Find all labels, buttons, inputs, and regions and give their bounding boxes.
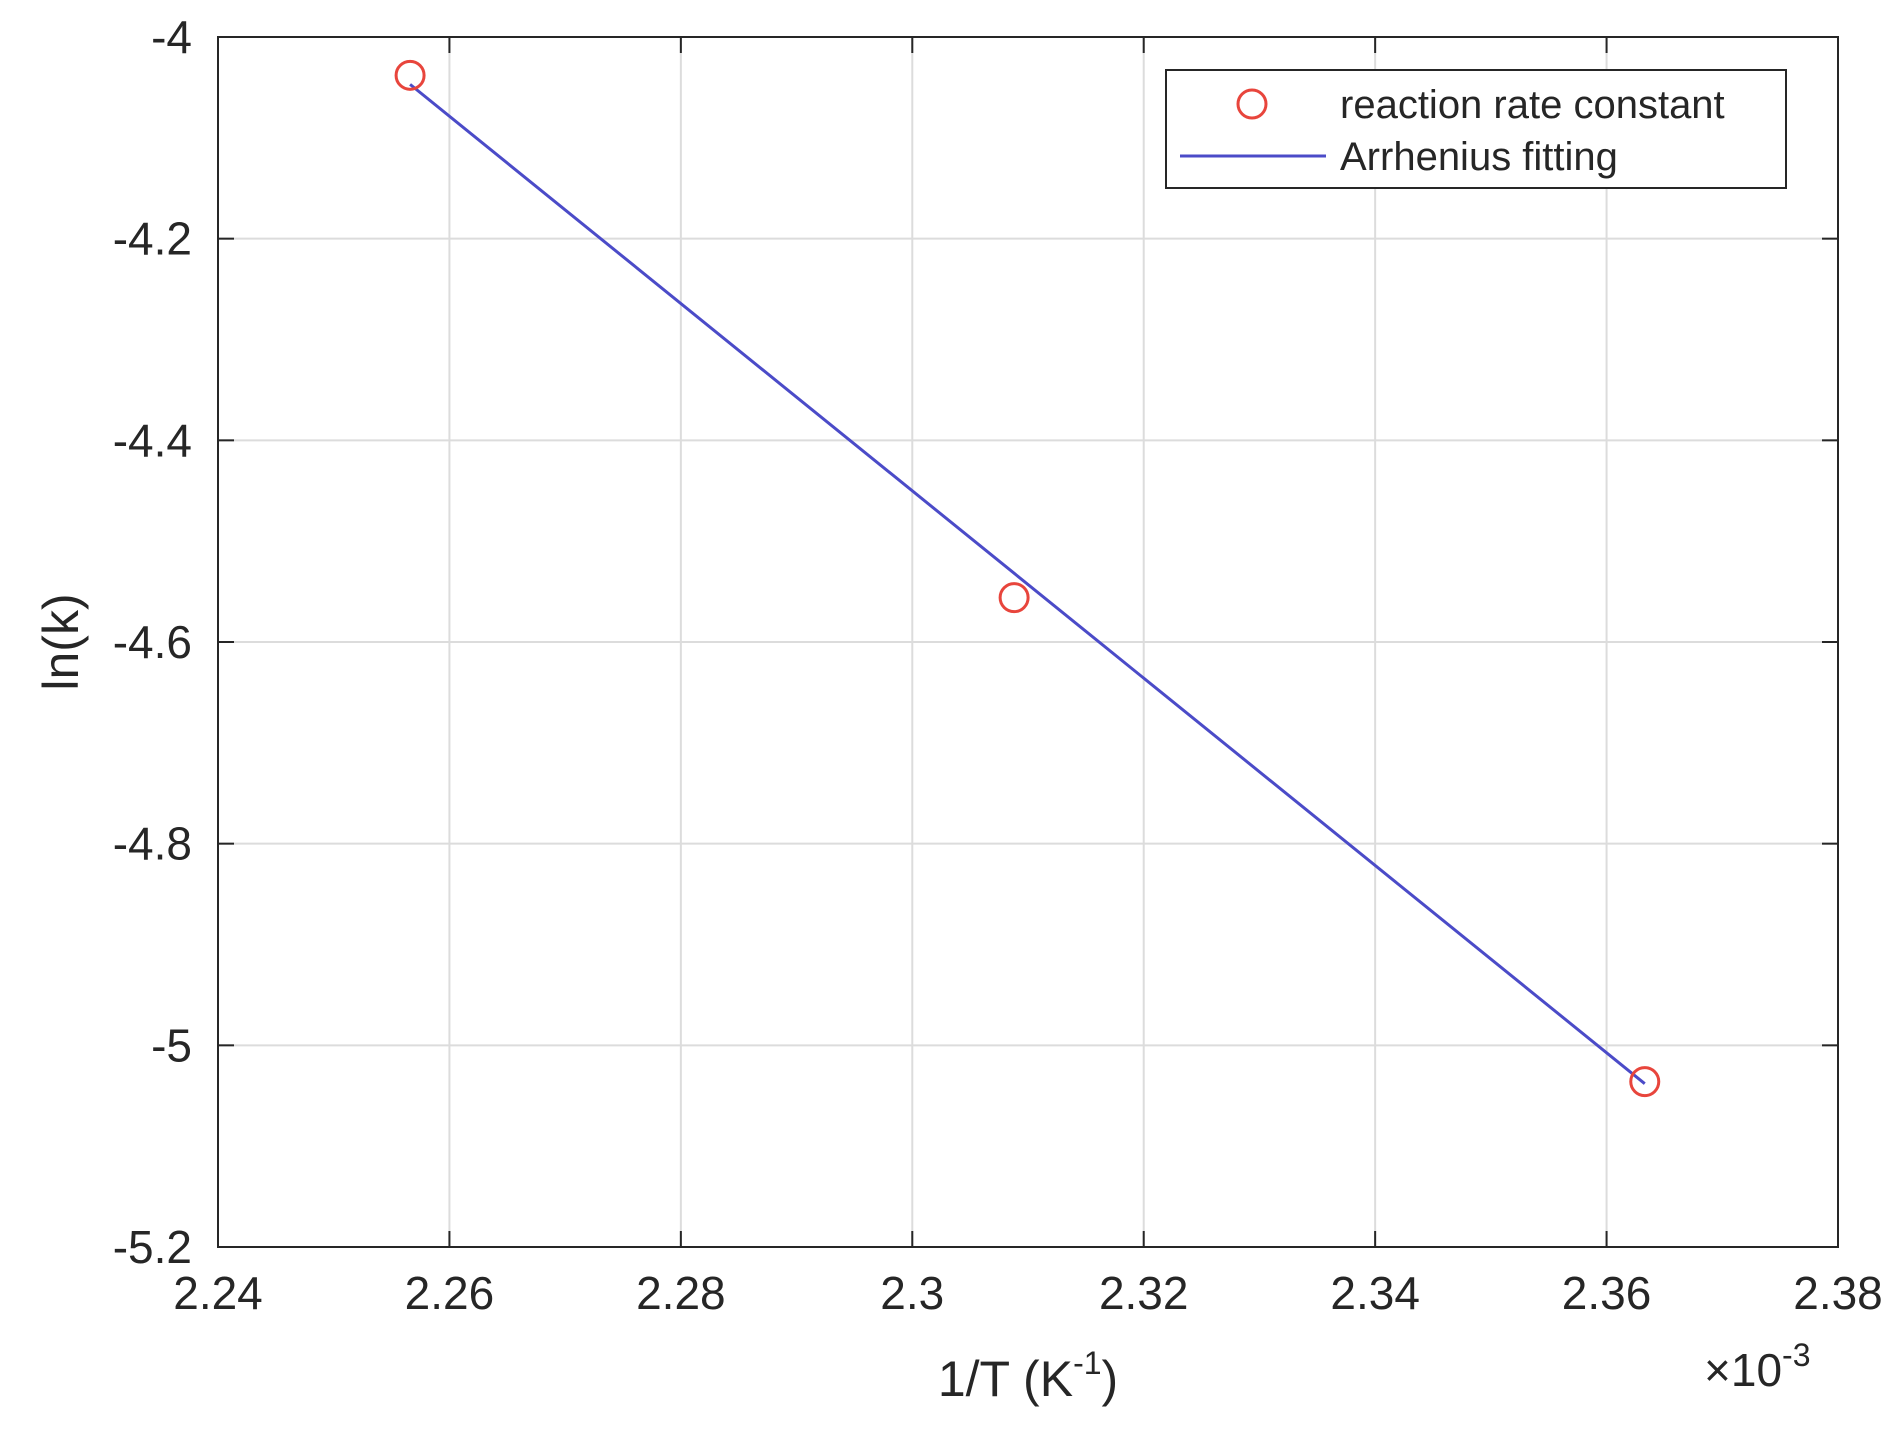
x-axis-exponent: ×10-3 [1704,1337,1810,1396]
y-tick-label: -5 [151,1019,192,1071]
y-tick-label: -5.2 [113,1221,192,1273]
y-tick-label: -4.8 [113,818,192,870]
fit-line-arrhenius-fitting [409,83,1646,1085]
x-axis-label: 1/T (K-1) [938,1345,1118,1407]
data-point-reaction-rate-constant [394,59,426,91]
data-point-reaction-rate-constant [1629,1066,1661,1098]
x-axis-label-superscript: -1 [1073,1345,1101,1381]
legend-label-arrhenius-fitting: Arrhenius fitting [1340,135,1618,179]
y-tick-label: -4.2 [113,213,192,265]
x-tick-label: 2.28 [636,1267,726,1319]
y-tick-label: -4 [151,11,192,63]
series [394,59,1661,1098]
x-tick-label: 2.32 [1099,1267,1189,1319]
x-tick-label: 2.24 [173,1267,263,1319]
legend-box [1165,69,1787,189]
x-tick-label: 2.3 [880,1267,944,1319]
x-tick-label: 2.34 [1330,1267,1420,1319]
x-tick-label: 2.38 [1793,1267,1883,1319]
x-tick-label: 2.36 [1562,1267,1652,1319]
legend: reaction rate constant Arrhenius fitting [1165,69,1787,189]
data-point-reaction-rate-constant [998,582,1030,614]
y-tick-label: -4.6 [113,616,192,668]
x-axis-exponent-power: -3 [1782,1337,1810,1373]
legend-marker-reaction-rate-constant [1236,88,1268,120]
y-axis-label: ln(k) [33,593,89,690]
y-tick-label: -4.4 [113,414,192,466]
tick-labels: 2.24 2.26 2.28 2.3 2.32 2.34 2.36 2.38 -4 -4.2 -4.… [113,11,1883,1319]
legend-label-reaction-rate-constant: reaction rate constant [1340,83,1725,127]
x-tick-label: 2.26 [405,1267,495,1319]
x-axis-label-suffix: ) [1102,1351,1119,1407]
ticks [217,36,1839,1248]
